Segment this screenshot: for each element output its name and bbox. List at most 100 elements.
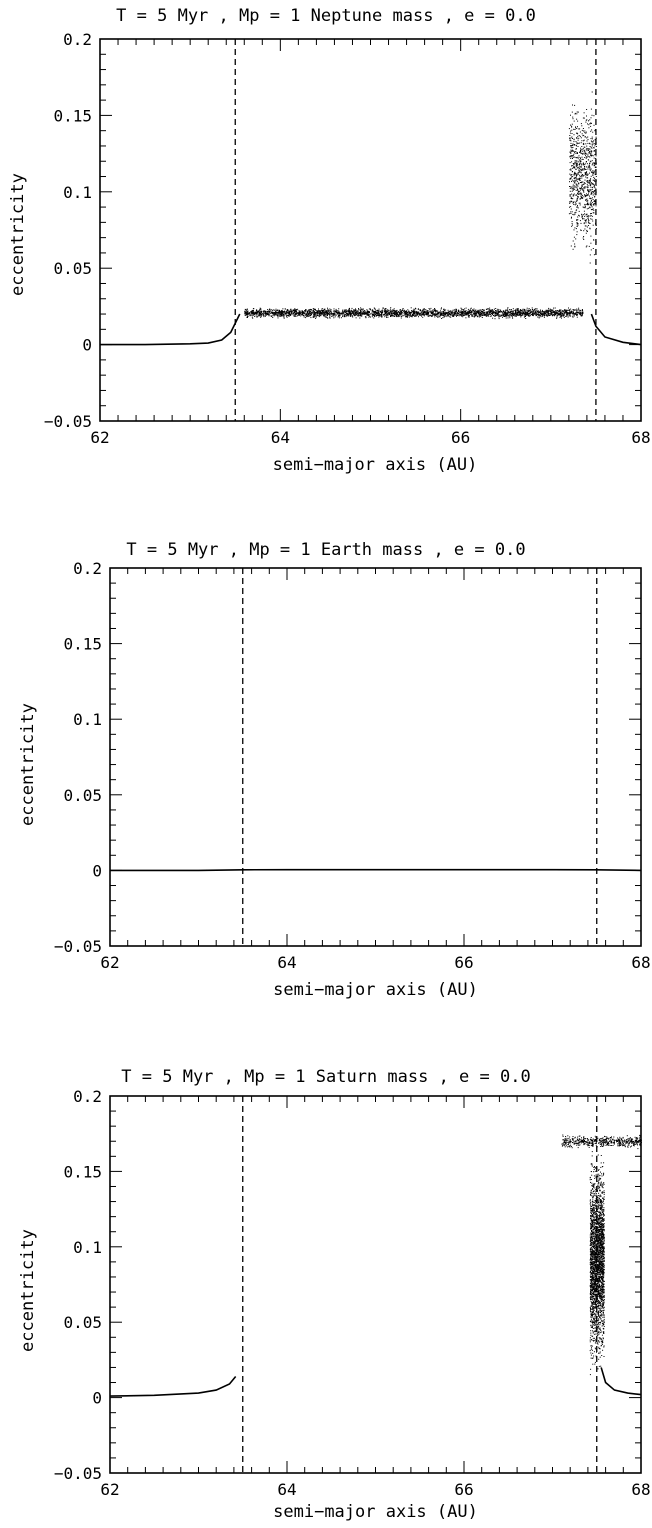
data-point: [562, 313, 564, 315]
data-point: [467, 313, 469, 315]
data-point: [374, 312, 376, 314]
data-point: [536, 311, 538, 313]
data-point: [520, 315, 522, 317]
data-point: [311, 314, 312, 316]
data-point: [555, 311, 557, 313]
data-point: [447, 309, 449, 311]
data-point: [458, 309, 460, 311]
data-point: [355, 313, 357, 315]
data-point: [357, 310, 359, 312]
data-point: [254, 313, 256, 315]
data-point: [568, 315, 570, 317]
data-point: [595, 1305, 597, 1307]
data-point: [412, 310, 414, 312]
data-point: [324, 308, 326, 310]
data-point: [365, 312, 367, 314]
data-point: [334, 316, 336, 318]
data-point: [414, 316, 416, 317]
data-point: [276, 313, 278, 315]
data-point: [394, 313, 396, 315]
data-point: [592, 1214, 593, 1216]
data-point: [381, 313, 383, 315]
data-point: [282, 313, 284, 315]
data-point: [341, 312, 342, 314]
data-point: [254, 315, 255, 317]
data-point: [360, 313, 361, 315]
data-point: [594, 1303, 596, 1305]
data-point: [491, 313, 493, 315]
data-point: [368, 314, 370, 316]
data-point: [431, 313, 433, 315]
data-point: [352, 312, 353, 314]
data-point: [297, 308, 299, 310]
data-point: [377, 311, 379, 313]
data-point: [596, 1328, 597, 1330]
data-point: [377, 314, 379, 316]
data-point: [463, 310, 465, 312]
data-point: [460, 310, 462, 312]
data-point: [413, 314, 415, 316]
data-point: [368, 312, 370, 314]
data-point: [472, 315, 474, 317]
data-point: [549, 313, 551, 315]
data-point: [561, 314, 563, 316]
data-point: [358, 309, 360, 311]
data-point: [599, 1327, 601, 1329]
data-point: [466, 314, 468, 316]
data-point: [497, 310, 499, 312]
data-point: [416, 312, 418, 314]
data-point: [306, 316, 308, 318]
data-point: [428, 315, 430, 317]
data-point: [480, 309, 482, 311]
data-point: [326, 310, 328, 312]
data-point: [295, 315, 296, 317]
data-point: [512, 310, 514, 312]
data-point: [261, 311, 262, 313]
data-point: [364, 310, 366, 312]
scatter-points: [244, 307, 584, 320]
data-point: [385, 308, 387, 309]
data-point: [369, 316, 371, 318]
data-point: [580, 310, 582, 312]
data-point: [355, 308, 356, 310]
data-point: [344, 313, 346, 315]
data-point: [448, 312, 450, 314]
data-point: [594, 1260, 596, 1262]
data-point: [598, 1365, 600, 1367]
data-point: [253, 311, 255, 313]
data-point: [265, 311, 267, 313]
data-point: [317, 312, 319, 314]
data-point: [555, 312, 556, 314]
data-point: [579, 310, 581, 312]
data-point: [453, 315, 454, 317]
data-point: [245, 311, 247, 313]
data-point: [303, 311, 305, 313]
data-point: [282, 311, 284, 313]
data-point: [303, 313, 305, 315]
data-point: [386, 310, 388, 312]
data-point: [515, 315, 517, 317]
data-point: [252, 317, 254, 319]
data-point: [485, 313, 487, 315]
data-point: [591, 1345, 593, 1347]
data-point: [380, 315, 382, 317]
data-point: [598, 1215, 600, 1217]
data-point: [392, 309, 394, 311]
data-point: [593, 1355, 595, 1357]
data-point: [372, 311, 374, 313]
data-point: [601, 1173, 603, 1175]
data-point: [351, 315, 353, 317]
data-point: [426, 314, 427, 316]
data-point: [296, 312, 298, 314]
data-point: [314, 312, 316, 314]
data-point: [458, 311, 459, 312]
data-point: [553, 310, 555, 312]
data-point: [259, 311, 261, 313]
data-point: [253, 314, 254, 316]
data-point: [301, 313, 303, 315]
data-point: [467, 312, 469, 313]
data-point: [455, 308, 457, 310]
data-point: [376, 314, 378, 316]
